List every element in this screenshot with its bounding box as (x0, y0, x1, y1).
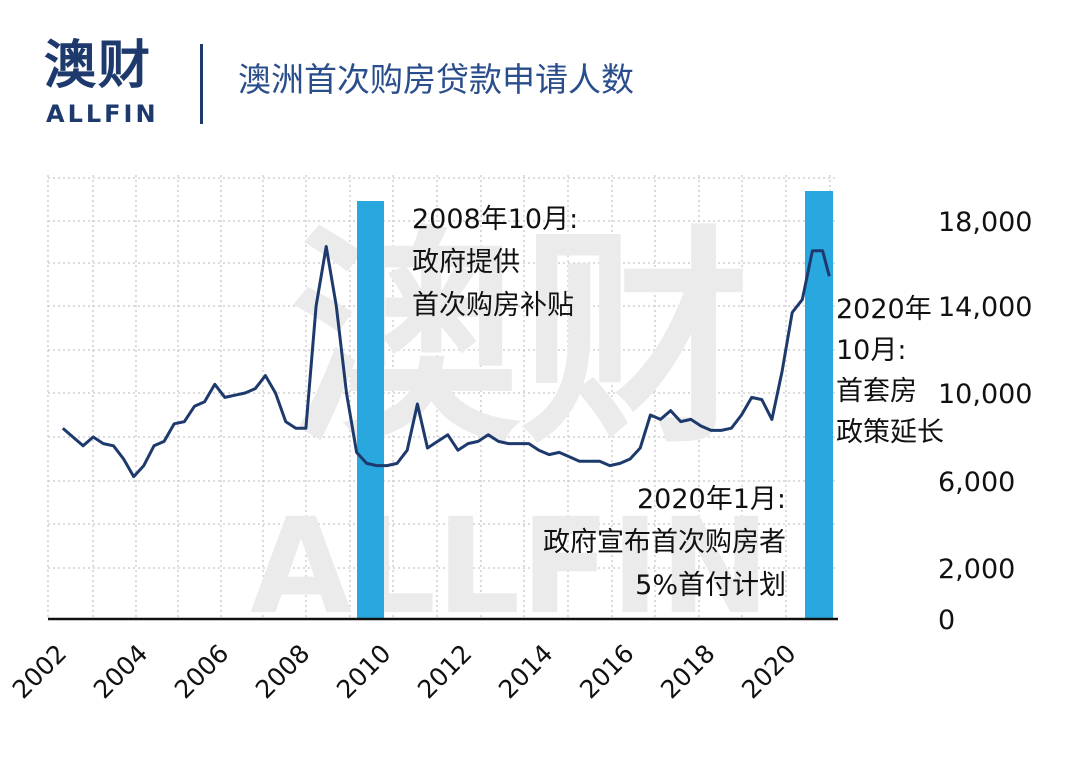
header: 澳财 ALLFIN 澳洲首次购房贷款申请人数 (0, 0, 1080, 140)
y-tick-label: 6,000 (938, 467, 1015, 498)
annotation-3-line: 政策延长 (836, 417, 944, 448)
series-line-1 (61, 245, 831, 479)
annotation-2-line: 2020年1月: (637, 484, 786, 515)
x-tick-label: 2008 (250, 639, 315, 704)
x-tick-label: 2016 (574, 639, 639, 704)
annotation-3-line: 首套房 (836, 376, 917, 407)
y-tick-label: 10,000 (938, 379, 1032, 410)
highlight-band-2 (805, 191, 833, 619)
x-tick-label: 2002 (7, 639, 72, 704)
logo-english: ALLFIN (46, 100, 159, 128)
x-tick-label: 2004 (88, 639, 153, 704)
series-group (61, 245, 831, 479)
y-tick-label: 18,000 (938, 207, 1032, 238)
logo-chinese: 澳财 (44, 36, 153, 96)
x-tick-label: 2014 (493, 639, 558, 704)
y-tick-label: 2,000 (938, 554, 1015, 585)
annotation-3-line: 10月: (836, 335, 906, 366)
annotation-2-line: 政府宣布首次购房者 (543, 527, 786, 558)
highlight-band-1 (357, 201, 384, 619)
y-tick-labels: 0 2,000 6,000 10,000 14,000 18,000 (938, 207, 1032, 636)
x-tick-label: 2010 (331, 639, 396, 704)
y-tick-label: 0 (938, 605, 955, 636)
y-tick-label: 14,000 (938, 292, 1032, 323)
x-tick-label: 2018 (655, 639, 720, 704)
x-tick-label: 2020 (736, 639, 801, 704)
annotation-1-line: 2008年10月: (412, 204, 578, 235)
x-tick-label: 2012 (412, 639, 477, 704)
annotation-1-line: 政府提供 (412, 247, 520, 278)
page-title: 澳洲首次购房贷款申请人数 (238, 60, 634, 99)
x-tick-labels: 2002 2004 2006 2008 2010 2012 2014 2016 2018 2020 (7, 639, 802, 704)
x-tick-label: 2006 (169, 639, 234, 704)
header-divider (200, 44, 203, 124)
annotation-3-line: 2020年 (836, 294, 932, 325)
annotation-1-line: 首次购房补贴 (412, 290, 574, 321)
annotation-2-line: 5%首付计划 (635, 570, 786, 601)
